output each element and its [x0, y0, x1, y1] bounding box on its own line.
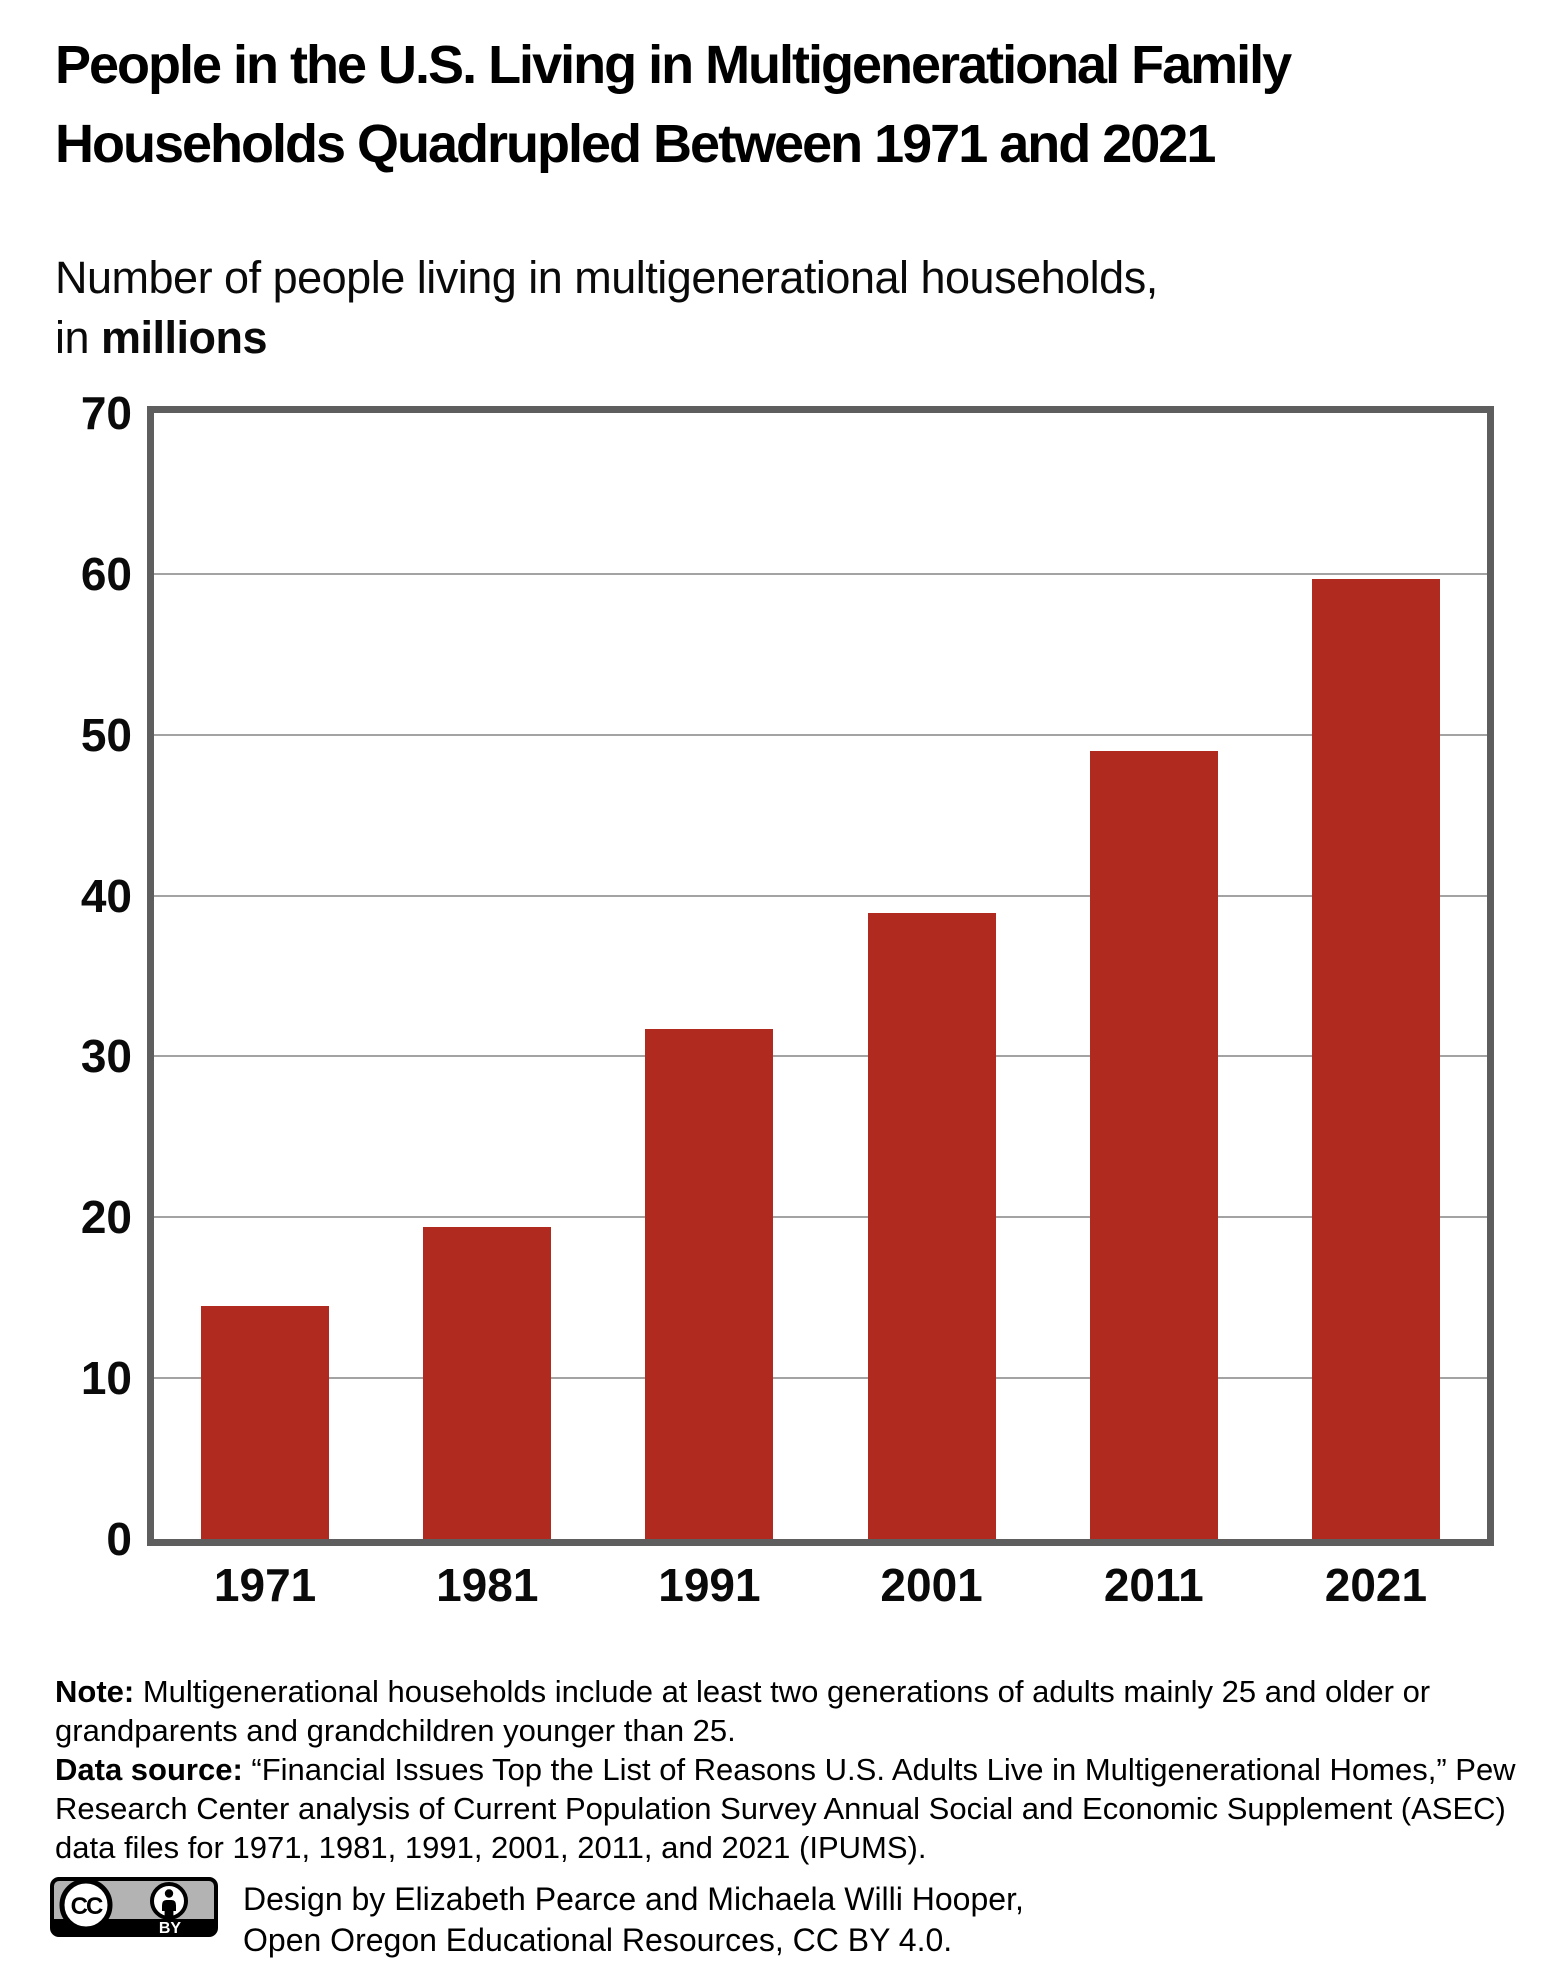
- chart-subtitle-line2-prefix: in: [55, 312, 102, 363]
- y-axis-label-20: 20: [80, 1191, 132, 1244]
- design-credit: Design by Elizabeth Pearce and Michaela …: [243, 1879, 1443, 1961]
- badge-border: [50, 1877, 218, 1937]
- y-axis-label-60: 60: [80, 547, 132, 600]
- chart-subtitle-line1: Number of people living in multigenerati…: [55, 252, 1158, 303]
- gridline-60: [154, 572, 1487, 575]
- footnote: Note: Multigenerational households inclu…: [55, 1672, 1520, 1867]
- gridline-50: [154, 733, 1487, 736]
- chart-title-line1: People in the U.S. Living in Multigenera…: [55, 35, 1292, 95]
- note-label: Note:: [55, 1674, 135, 1709]
- bar-2001: [867, 913, 996, 1539]
- plot-area: [147, 406, 1494, 1546]
- chart-subtitle-units: millions: [101, 312, 268, 363]
- x-axis-label-2011: 2011: [1103, 1559, 1204, 1611]
- y-axis-label-10: 10: [80, 1352, 132, 1405]
- bar-2021: [1311, 579, 1440, 1539]
- chart-subtitle: Number of people living in multigenerati…: [55, 248, 1475, 368]
- note-text: Multigenerational households include at …: [55, 1674, 1431, 1748]
- x-axis-label-1991: 1991: [658, 1559, 761, 1611]
- x-axis-label-1971: 1971: [213, 1559, 317, 1611]
- gridline-20: [154, 1216, 1487, 1219]
- bar-1991: [645, 1029, 774, 1539]
- bar-1971: [201, 1306, 330, 1539]
- bar-2011: [1089, 751, 1218, 1539]
- credit-line1: Design by Elizabeth Pearce and Michaela …: [243, 1881, 1024, 1917]
- chart-title-line2: Households Quadrupled Between 1971 and 2…: [55, 114, 1216, 174]
- data-source-text: “Financial Issues Top the List of Reason…: [55, 1752, 1516, 1865]
- badge-by-label: BY: [159, 1920, 182, 1937]
- y-axis-label-40: 40: [80, 869, 132, 922]
- bar-1981: [423, 1227, 552, 1539]
- svg-text:CC: CC: [71, 1893, 103, 1920]
- credit-line2: Open Oregon Educational Resources, CC BY…: [243, 1922, 953, 1958]
- chart-title: People in the U.S. Living in Multigenera…: [55, 26, 1515, 184]
- gridline-10: [154, 1377, 1487, 1380]
- y-axis-label-0: 0: [106, 1513, 132, 1565]
- x-axis-label-2001: 2001: [880, 1559, 983, 1611]
- gridline-30: [154, 1055, 1487, 1058]
- cc-by-license-badge: CC BY: [50, 1877, 218, 1937]
- y-axis-label-70: 70: [80, 387, 132, 439]
- cc-logo-icon: CC: [59, 1878, 113, 1932]
- gridline-40: [154, 894, 1487, 897]
- x-axis-label-1981: 1981: [436, 1559, 539, 1611]
- y-axis-label-30: 30: [80, 1030, 132, 1083]
- attribution-person-icon: [150, 1882, 188, 1920]
- x-axis-label-2021: 2021: [1324, 1559, 1428, 1611]
- y-axis-label-50: 50: [80, 708, 132, 761]
- data-source-label: Data source:: [55, 1752, 243, 1787]
